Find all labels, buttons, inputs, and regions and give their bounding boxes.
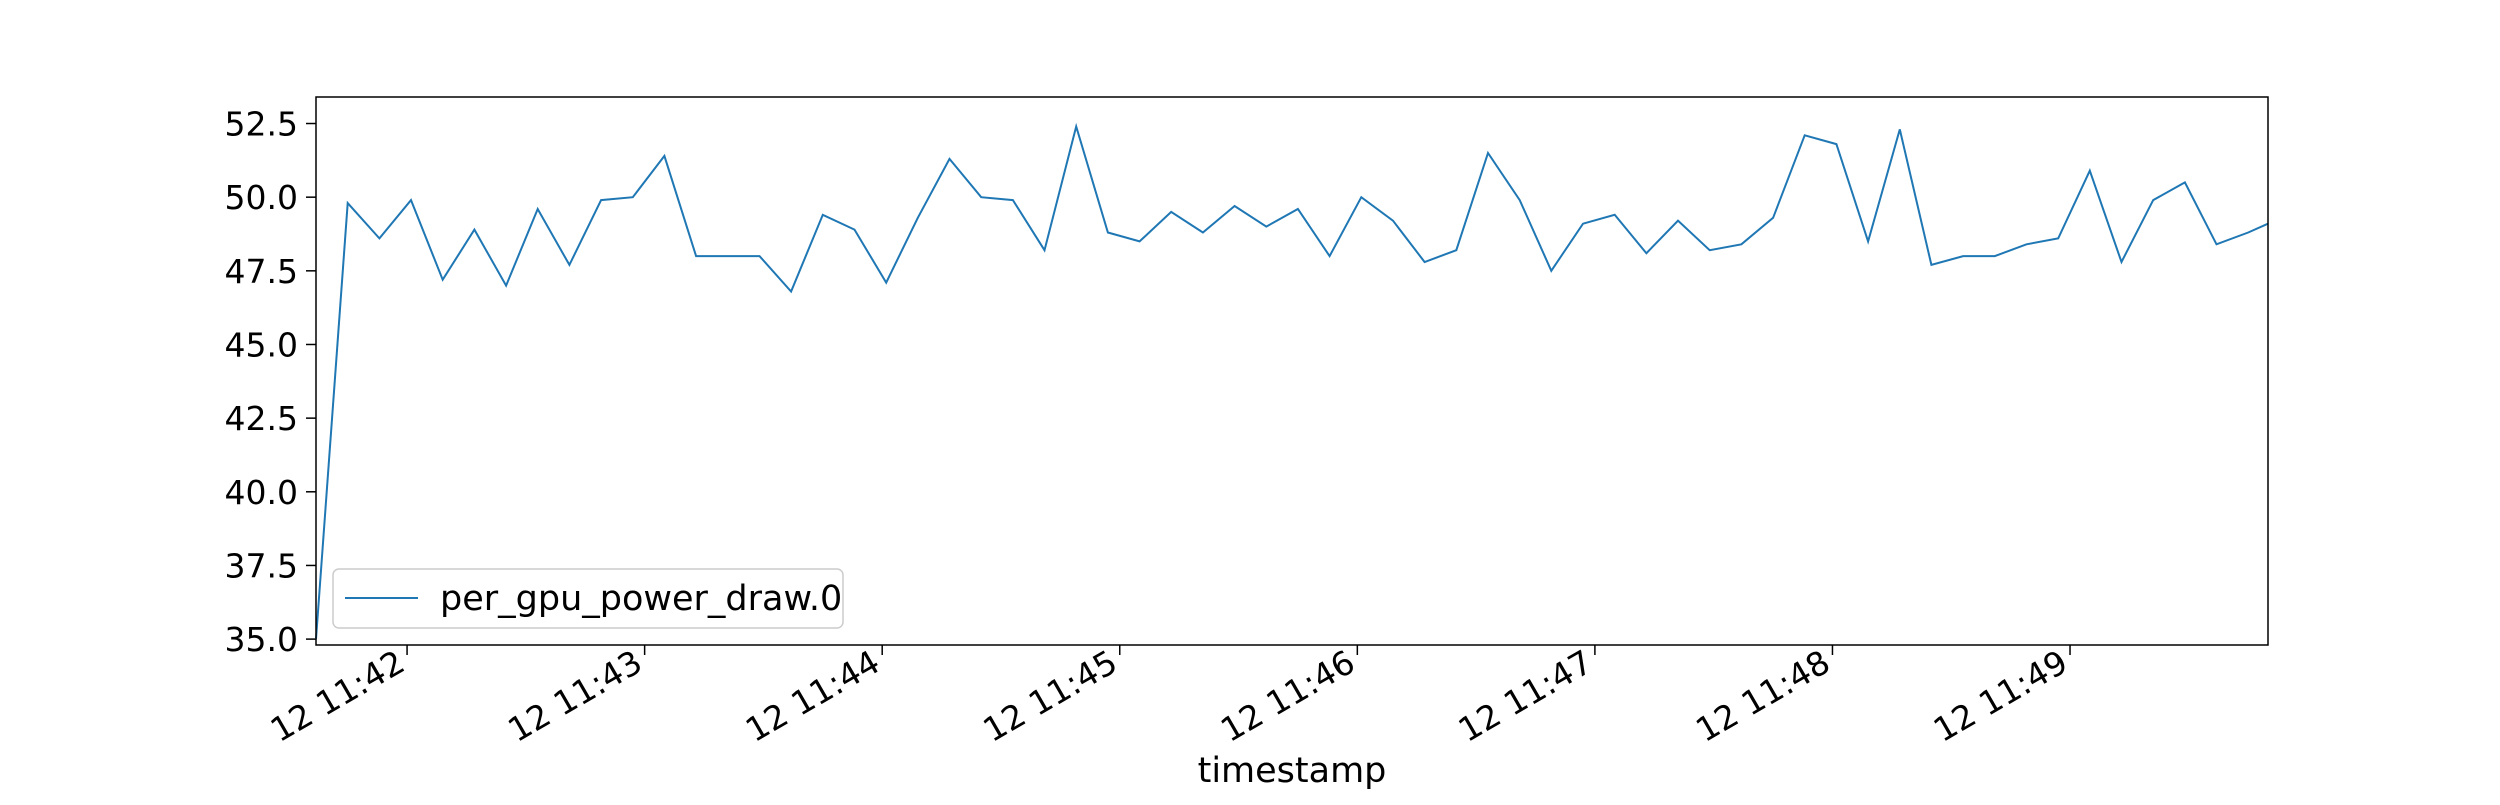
y-tick-label: 50.0 (225, 178, 298, 217)
series-line (315, 122, 2269, 640)
x-tick-label: 12 11:44 (739, 642, 886, 750)
y-tick-label: 40.0 (225, 473, 298, 512)
x-tick-label: 12 11:47 (1452, 642, 1599, 750)
plot-frame (315, 96, 2269, 646)
x-axis: 12 11:42 12 11:43 12 11:44 12 11:45 12 11:46… (264, 642, 2074, 750)
plot-area (316, 97, 2268, 645)
y-tick-label: 52.5 (225, 105, 298, 144)
x-tick-label: 12 11:46 (1214, 642, 1361, 750)
y-tick-label: 35.0 (225, 620, 298, 659)
x-tick-label: 12 11:49 (1927, 642, 2074, 750)
y-tick-label: 37.5 (225, 546, 298, 585)
x-tick-label: 12 11:48 (1689, 642, 1836, 750)
x-axis-label: timestamp (1198, 751, 1387, 791)
x-tick-label: 12 11:43 (501, 642, 648, 750)
y-tick-label: 47.5 (225, 252, 298, 291)
y-axis: 35.0 37.5 40.0 42.5 45.0 47.5 50.0 52.5 (225, 105, 316, 659)
y-tick-label: 45.0 (225, 325, 298, 364)
legend: per_gpu_power_draw.0 (332, 568, 844, 629)
legend-label: per_gpu_power_draw.0 (440, 579, 842, 619)
x-tick-label: 12 11:45 (976, 642, 1123, 750)
legend-box (332, 568, 844, 629)
y-tick-label: 42.5 (225, 399, 298, 438)
